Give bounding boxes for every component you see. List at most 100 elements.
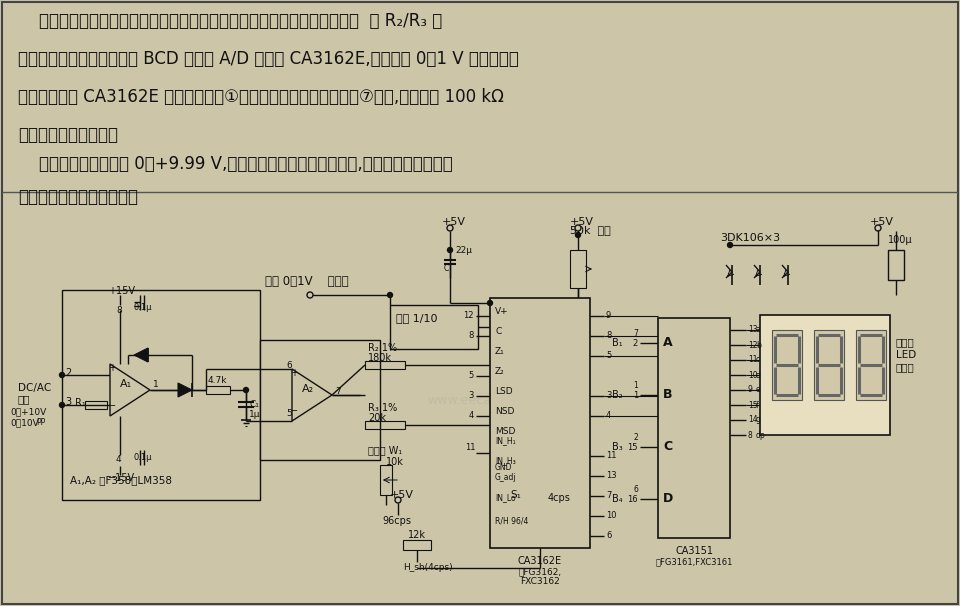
Text: 13: 13 <box>748 325 757 335</box>
Bar <box>365 421 405 429</box>
Text: A₁: A₁ <box>120 379 132 389</box>
Text: www.eecats.com: www.eecats.com <box>427 393 533 407</box>
Text: A: A <box>663 336 673 350</box>
Text: C: C <box>663 441 672 453</box>
Text: 0.1μ: 0.1μ <box>134 303 153 312</box>
Text: 1: 1 <box>633 390 638 399</box>
Text: 8: 8 <box>468 331 474 341</box>
Text: 2: 2 <box>65 368 71 378</box>
Text: 1: 1 <box>634 381 638 390</box>
Polygon shape <box>178 383 192 397</box>
Text: +5V: +5V <box>570 217 594 227</box>
Text: 衰减 1/10: 衰减 1/10 <box>396 313 438 323</box>
Bar <box>658 318 730 538</box>
Text: 7: 7 <box>335 387 341 396</box>
Text: 压隔离后送入双积分式多路 BCD 输出的 A/D 变换器 CA3162E,也可以将 0～1 V 的直流被测: 压隔离后送入双积分式多路 BCD 输出的 A/D 变换器 CA3162E,也可以… <box>18 50 518 68</box>
Text: 输入: 输入 <box>18 394 31 404</box>
Text: C: C <box>495 327 501 336</box>
Circle shape <box>488 301 492 305</box>
Text: G_adj: G_adj <box>495 473 516 482</box>
Text: g: g <box>756 416 761 424</box>
Text: a: a <box>756 325 760 335</box>
Text: b: b <box>756 341 761 350</box>
Text: +: + <box>108 363 116 373</box>
Text: B₄: B₄ <box>612 494 623 504</box>
Text: 3: 3 <box>606 391 612 401</box>
Text: +5V: +5V <box>870 217 894 227</box>
Text: R₃ 1%: R₃ 1% <box>368 403 397 413</box>
Circle shape <box>575 233 581 238</box>
Bar <box>206 386 230 394</box>
Bar <box>260 340 380 460</box>
Text: Z₂: Z₂ <box>495 367 505 376</box>
Text: 4: 4 <box>116 455 122 464</box>
Text: 20k: 20k <box>368 413 386 423</box>
Text: B: B <box>663 388 673 402</box>
Text: 本电压表输入范围是 0～+9.99 V,对交流输入电压仅能显示峰值,需要显示交流有效值: 本电压表输入范围是 0～+9.99 V,对交流输入电压仅能显示峰值,需要显示交流… <box>18 155 453 173</box>
Text: f: f <box>756 401 758 410</box>
Circle shape <box>447 225 453 231</box>
Bar <box>365 361 405 369</box>
Text: B₃: B₃ <box>612 442 623 452</box>
Text: GND: GND <box>495 464 513 473</box>
Text: 7: 7 <box>606 491 612 501</box>
Text: 12k: 12k <box>408 530 426 540</box>
Text: LED: LED <box>896 350 916 360</box>
Text: R/H 96/4: R/H 96/4 <box>495 516 528 525</box>
Text: R₁: R₁ <box>75 398 85 408</box>
Text: 8: 8 <box>748 430 753 439</box>
Bar <box>888 250 904 280</box>
Bar <box>380 465 392 495</box>
Text: −: − <box>290 406 299 416</box>
Text: LSD: LSD <box>495 387 513 396</box>
Text: Z₁: Z₁ <box>495 347 505 356</box>
Text: 共阳极: 共阳极 <box>896 337 915 347</box>
Text: 15: 15 <box>628 442 638 451</box>
Text: S₁: S₁ <box>510 490 521 500</box>
Text: 1: 1 <box>153 380 158 389</box>
Text: 10: 10 <box>748 370 757 379</box>
Text: MSD: MSD <box>495 427 516 436</box>
Text: 3: 3 <box>65 397 71 407</box>
Text: CA3151: CA3151 <box>675 546 713 556</box>
Text: 180k: 180k <box>368 353 392 363</box>
Text: IN_H₁: IN_H₁ <box>495 436 516 445</box>
Text: C: C <box>444 264 449 273</box>
Text: 4: 4 <box>468 411 474 421</box>
Text: 2: 2 <box>634 433 638 442</box>
Text: dp: dp <box>756 430 766 439</box>
Text: 5: 5 <box>468 371 474 381</box>
Text: +5V: +5V <box>390 490 414 500</box>
Text: 0.1μ: 0.1μ <box>134 453 153 462</box>
Text: 3DK106×3: 3DK106×3 <box>720 233 780 243</box>
Text: 16: 16 <box>628 494 638 504</box>
Text: V+: V+ <box>495 307 509 316</box>
Text: 1μ: 1μ <box>249 410 260 419</box>
Text: 4cps: 4cps <box>548 493 571 503</box>
Text: d: d <box>756 370 761 379</box>
Text: 11: 11 <box>606 451 616 461</box>
Text: 50k  调零: 50k 调零 <box>570 225 611 235</box>
Text: +5V: +5V <box>442 217 466 227</box>
Circle shape <box>447 247 452 253</box>
Circle shape <box>60 402 64 407</box>
Text: 5: 5 <box>606 351 612 361</box>
Text: PP: PP <box>36 418 45 427</box>
Circle shape <box>575 225 581 231</box>
Text: 8: 8 <box>606 331 612 341</box>
Text: 0～+10V: 0～+10V <box>10 407 46 416</box>
Bar <box>570 250 586 288</box>
Text: 11: 11 <box>466 444 476 453</box>
Text: 4.7k: 4.7k <box>208 376 228 385</box>
Circle shape <box>244 387 249 393</box>
Circle shape <box>395 497 401 503</box>
Polygon shape <box>110 364 150 416</box>
Bar <box>856 330 886 400</box>
Text: DC/AC: DC/AC <box>18 383 51 393</box>
Circle shape <box>307 292 313 298</box>
Text: 或FG3161,FXC3161: 或FG3161,FXC3161 <box>656 557 732 566</box>
Text: 10k: 10k <box>386 457 404 467</box>
Text: −15V: −15V <box>108 473 135 483</box>
Text: e: e <box>756 385 760 395</box>
Text: +15V: +15V <box>108 286 135 296</box>
